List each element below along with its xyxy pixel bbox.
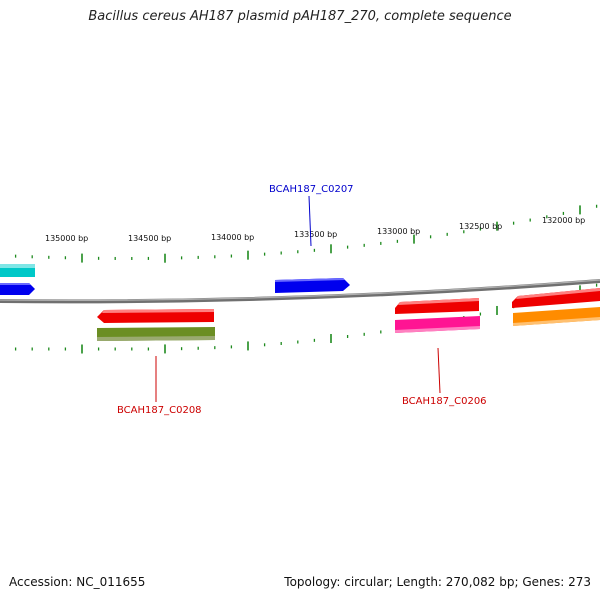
leader-line-c0207	[308, 195, 312, 247]
gene-bcah187-c0207[interactable]	[275, 278, 350, 293]
tick-label-134500: 134500 bp	[128, 234, 171, 243]
gene-label-c0207: BCAH187_C0207	[269, 184, 354, 195]
map-title: Bacillus cereus AH187 plasmid pAH187_270…	[88, 9, 512, 24]
tick-label-133500: 133500 bp	[294, 230, 337, 239]
gene-red-right[interactable]	[512, 288, 600, 308]
gene-red-c0208-strand[interactable]	[97, 309, 214, 323]
tick-label-135000: 135000 bp	[45, 234, 88, 243]
outer-tick-ring	[14, 204, 598, 263]
tick-label-132500: 132500 bp	[459, 222, 502, 231]
gene-bcah187-c0206[interactable]	[395, 316, 480, 333]
gene-cyan-left[interactable]	[0, 264, 35, 277]
gene-orange-right[interactable]	[513, 307, 600, 326]
gene-label-c0206: BCAH187_C0206	[402, 396, 487, 407]
gene-blue-left[interactable]	[0, 283, 35, 295]
plasmid-backbone-highlight	[0, 279, 600, 301]
gene-bcah187-c0208[interactable]	[97, 327, 215, 341]
tick-label-134000: 134000 bp	[211, 233, 254, 242]
topology-text: Topology: circular; Length: 270,082 bp; …	[284, 575, 591, 589]
leader-line-c0206	[437, 347, 441, 394]
gene-label-c0208: BCAH187_C0208	[117, 405, 202, 416]
accession-text: Accession: NC_011655	[9, 575, 146, 589]
plasmid-backbone	[0, 279, 600, 304]
gene-red-c0206-strand[interactable]	[395, 298, 479, 314]
tick-label-133000: 133000 bp	[377, 227, 420, 236]
tick-label-132000: 132000 bp	[542, 216, 585, 225]
inner-tick-ring	[14, 283, 598, 354]
